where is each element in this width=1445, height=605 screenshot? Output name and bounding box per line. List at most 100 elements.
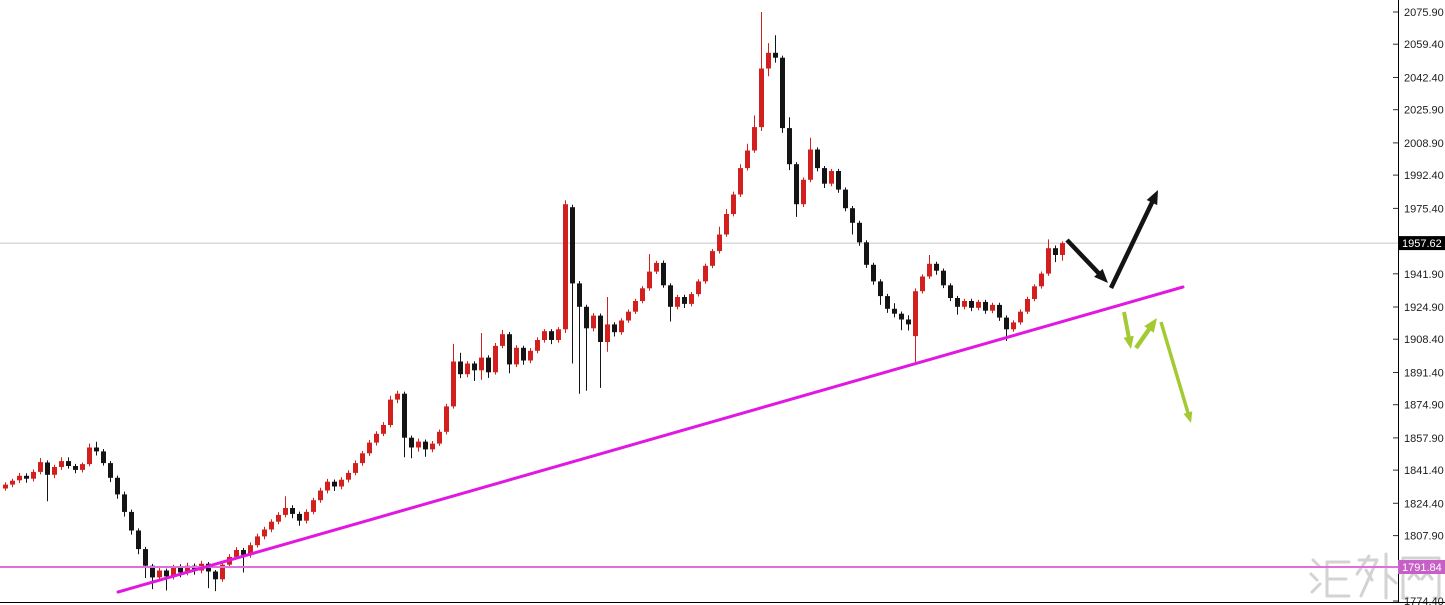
- axis-tick-label: 1891.40: [1404, 368, 1444, 380]
- candle-body: [290, 508, 295, 514]
- candle-body: [17, 475, 22, 481]
- candle-body: [1046, 248, 1051, 274]
- green-drop-arrow-head: [1183, 411, 1193, 423]
- candle-body: [122, 494, 127, 512]
- candle-body: [185, 565, 190, 573]
- candle-body: [913, 291, 918, 337]
- axis-tick-label: 1857.90: [1404, 433, 1444, 445]
- candle-body: [633, 301, 638, 312]
- candle-body: [997, 304, 1002, 318]
- black-rally-arrow-shaft: [1108, 199, 1156, 289]
- candle-body: [297, 513, 302, 521]
- candle-body: [360, 453, 365, 464]
- candle-body: [164, 570, 169, 577]
- candle-body: [367, 442, 372, 454]
- candle-body: [304, 511, 309, 521]
- candle-body: [171, 567, 176, 577]
- candle-body: [745, 150, 750, 169]
- candle-body: [1011, 322, 1016, 330]
- candle-body: [192, 565, 197, 571]
- candle-body: [794, 164, 799, 205]
- candle-body: [934, 263, 939, 271]
- green-break-arrow[interactable]: [1122, 311, 1134, 349]
- candle-body: [857, 222, 862, 243]
- candle-body: [514, 347, 519, 365]
- candle-body: [689, 294, 694, 304]
- axis-tick-label: 2042.40: [1404, 73, 1444, 85]
- candle-body: [500, 334, 505, 346]
- candle-body: [108, 463, 113, 478]
- price-axis[interactable]: 2075.90 2059.40 2042.40 2025.90 2008.90 1992.…: [1393, 0, 1444, 605]
- candle-body: [73, 466, 78, 470]
- axis-tick-label: 2075.90: [1404, 7, 1444, 19]
- candle-body: [136, 530, 141, 550]
- candle-body: [598, 315, 603, 342]
- green-drop-arrow[interactable]: [1159, 321, 1193, 423]
- axis-tick-label: 1908.40: [1404, 334, 1444, 346]
- support-price-label-bg: [1398, 560, 1445, 574]
- axis-tick-label: 1924.90: [1404, 302, 1444, 314]
- candle-body: [563, 204, 568, 330]
- candle-body: [52, 467, 57, 475]
- candle-body: [10, 480, 15, 485]
- candle-body: [129, 511, 134, 531]
- candle-body: [696, 281, 701, 295]
- candle-body: [724, 214, 729, 235]
- candle-body: [87, 447, 92, 465]
- candle-body: [703, 265, 708, 282]
- candle-body: [339, 479, 344, 487]
- candle-body: [766, 52, 771, 69]
- trendline[interactable]: [116, 285, 1185, 594]
- candle-body: [234, 550, 239, 557]
- green-break-arrow-head: [1123, 335, 1134, 349]
- black-rally-arrow[interactable]: [1108, 190, 1158, 289]
- axis-tick-label: 1807.90: [1404, 531, 1444, 543]
- candle-body: [458, 361, 463, 375]
- candle-body: [38, 462, 43, 472]
- green-retest-arrow-shaft: [1134, 325, 1153, 350]
- candle-body: [668, 285, 673, 307]
- candle-body: [395, 393, 400, 400]
- green-retest-arrow-head: [1144, 318, 1157, 333]
- current-price-label: 1957.62: [1398, 236, 1445, 251]
- axis-tick-label: 1824.40: [1404, 498, 1444, 510]
- candle-body: [836, 171, 841, 190]
- candle-body: [829, 171, 834, 184]
- black-pullback-arrow[interactable]: [1065, 238, 1108, 283]
- candle-body: [640, 288, 645, 301]
- candle-body: [507, 334, 512, 365]
- support-price-label-text: 1791.84: [1402, 562, 1442, 574]
- candle-body: [402, 393, 407, 438]
- green-retest-arrow[interactable]: [1134, 318, 1157, 350]
- green-drop-arrow-shaft: [1159, 321, 1191, 416]
- candle-body: [437, 431, 442, 444]
- candle-body: [423, 441, 428, 450]
- candle-body: [878, 281, 883, 297]
- candle-body: [906, 319, 911, 325]
- candle-body: [731, 194, 736, 214]
- candle-body: [115, 477, 120, 495]
- candle-body: [430, 443, 435, 450]
- candle-body: [941, 270, 946, 286]
- candle-body: [353, 463, 358, 473]
- candle-body: [59, 461, 64, 467]
- candle-body: [1004, 317, 1009, 330]
- candle-body: [675, 297, 680, 307]
- candle-body: [815, 149, 820, 169]
- candle-body: [661, 262, 666, 286]
- candle-body: [591, 315, 596, 329]
- candle-body: [535, 340, 540, 351]
- black-rally-arrow-head: [1146, 190, 1158, 206]
- candle-body: [220, 564, 225, 580]
- candle-body: [101, 451, 106, 464]
- candle-body: [647, 271, 652, 289]
- candle-body: [66, 461, 71, 466]
- candle-body: [80, 464, 85, 470]
- candle-body: [318, 490, 323, 501]
- candle-body: [3, 484, 8, 489]
- current-price-label-bg: [1398, 236, 1445, 251]
- candle-body: [948, 285, 953, 298]
- candle-body: [451, 361, 456, 407]
